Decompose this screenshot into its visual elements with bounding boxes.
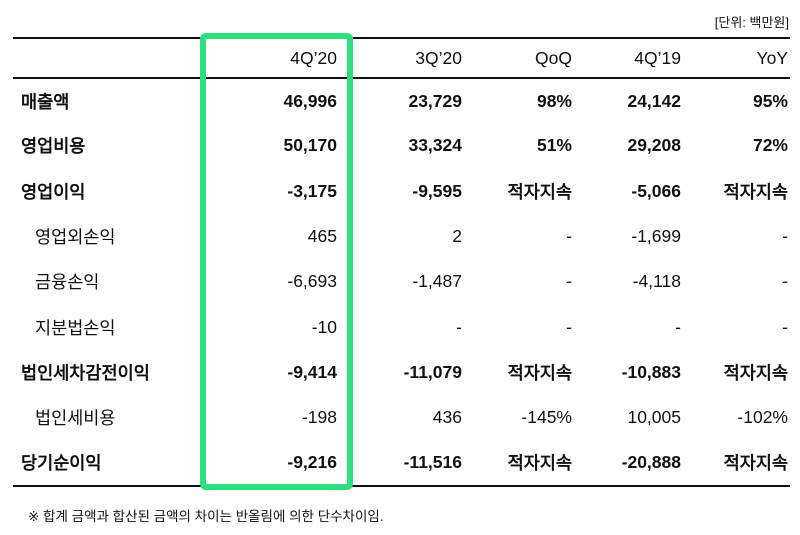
- header-3q20: 3Q’20: [415, 47, 462, 68]
- row-value: -5,066: [631, 180, 681, 201]
- table-row: 당기순이익 -9,216 -11,516 적자지속 -20,888 적자지속: [13, 440, 790, 486]
- row-value: -198: [301, 407, 337, 428]
- financial-table: 4Q’20 3Q’20 QoQ 4Q’19 YoY 매출액 46,996 23,72…: [13, 37, 790, 487]
- row-value: 23,729: [408, 90, 462, 111]
- table-row: 금융손익 -6,693 -1,487 - -4,118 -: [13, 259, 790, 304]
- row-value: -: [566, 316, 572, 337]
- row-label: 법인세비용: [35, 408, 116, 429]
- footnote: ※ 합계 금액과 합산된 금액의 차이는 반올림에 의한 단수차이임.: [28, 509, 384, 524]
- table-row: 법인세차감전이익 -9,414 -11,079 적자지속 -10,883 적자지속: [13, 350, 790, 395]
- row-value: -: [782, 316, 788, 337]
- row-value: 2: [452, 226, 462, 247]
- header-4q20: 4Q’20: [290, 47, 337, 68]
- header-4q19: 4Q’19: [634, 47, 681, 68]
- row-value: -11,079: [403, 361, 462, 382]
- row-value: 50,170: [283, 135, 337, 156]
- row-value: 95%: [752, 90, 788, 111]
- row-value: -: [566, 271, 572, 292]
- row-value: 72%: [752, 135, 788, 156]
- row-value: -: [566, 226, 572, 247]
- row-value: -: [782, 226, 788, 247]
- table-row: 매출액 46,996 23,729 98% 24,142 95%: [13, 78, 790, 123]
- row-value: -145%: [521, 407, 572, 428]
- row-value: 46,996: [283, 90, 337, 111]
- row-value: -9,216: [287, 452, 337, 473]
- unit-label: [단위: 백만원]: [714, 15, 789, 30]
- row-value: 29,208: [627, 135, 681, 156]
- table-row: 영업외손익 465 2 - -1,699 -: [13, 214, 790, 259]
- row-value: -: [456, 316, 462, 337]
- row-value: -102%: [737, 407, 788, 428]
- row-value: -1,487: [412, 271, 462, 292]
- table-row: 법인세비용 -198 436 -145% 10,005 -102%: [13, 395, 790, 440]
- row-label: 지분법손익: [35, 317, 116, 338]
- row-value: 적자지속: [723, 181, 788, 202]
- row-label: 영업외손익: [35, 227, 116, 248]
- row-value: 적자지속: [507, 362, 572, 383]
- row-value: 33,324: [408, 135, 462, 156]
- row-value: -9,595: [412, 180, 462, 201]
- row-value: 적자지속: [723, 453, 788, 474]
- header-blank: [13, 38, 200, 78]
- row-label: 당기순이익: [21, 453, 102, 474]
- row-label: 법인세차감전이익: [21, 362, 150, 383]
- row-value: -9,414: [287, 361, 337, 382]
- row-value: 436: [432, 407, 462, 428]
- row-value: -: [782, 271, 788, 292]
- table-row: 지분법손익 -10 - - - -: [13, 304, 790, 349]
- row-value: 51%: [536, 135, 572, 156]
- table-row: 영업이익 -3,175 -9,595 적자지속 -5,066 적자지속: [13, 169, 790, 214]
- row-value: -11,516: [403, 452, 462, 473]
- row-value: 465: [307, 226, 337, 247]
- header-qoq: QoQ: [535, 47, 572, 68]
- table-row: 영업비용 50,170 33,324 51% 29,208 72%: [13, 123, 790, 168]
- row-label: 영업이익: [21, 181, 86, 202]
- row-label: 매출액: [21, 91, 70, 112]
- row-value: 적자지속: [507, 453, 572, 474]
- row-value: 적자지속: [723, 362, 788, 383]
- row-label: 영업비용: [21, 136, 86, 157]
- row-value: 적자지속: [507, 181, 572, 202]
- row-label: 금융손익: [35, 272, 100, 293]
- row-value: -: [675, 316, 681, 337]
- header-row: 4Q’20 3Q’20 QoQ 4Q’19 YoY: [13, 38, 790, 78]
- row-value: -10: [311, 316, 337, 337]
- table-body: 매출액 46,996 23,729 98% 24,142 95% 영업비용 50,170 33,…: [13, 78, 790, 486]
- row-value: -3,175: [287, 180, 337, 201]
- row-value: -1,699: [631, 226, 681, 247]
- row-value: 98%: [536, 90, 572, 111]
- row-value: 10,005: [627, 407, 681, 428]
- row-value: -6,693: [287, 271, 337, 292]
- row-value: -10,883: [621, 361, 681, 382]
- row-value: 24,142: [627, 90, 681, 111]
- row-value: -4,118: [632, 271, 681, 292]
- header-yoy: YoY: [756, 47, 788, 68]
- row-value: -20,888: [621, 452, 681, 473]
